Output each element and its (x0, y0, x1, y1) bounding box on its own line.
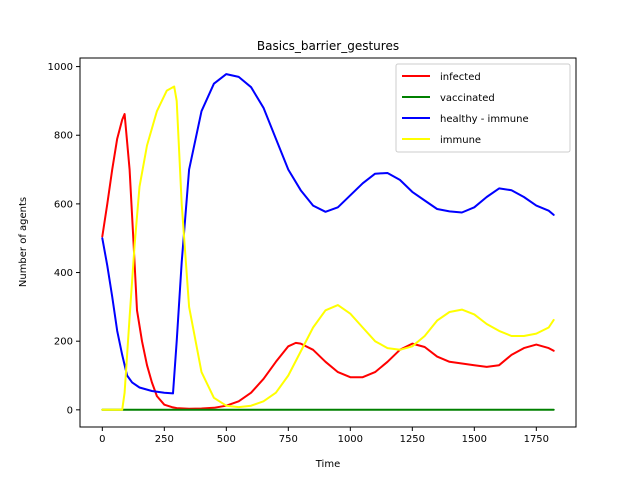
legend-label-1: vaccinated (440, 93, 495, 104)
x-tick-label: 1500 (462, 434, 487, 445)
plot-area-frame (79, 57, 577, 428)
y-axis-title: Number of agents (18, 197, 29, 287)
y-tick-label: 1000 (48, 62, 73, 73)
y-axis-ticks: 0 200 400 600 800 1000 (48, 62, 80, 416)
series-layer (101, 73, 555, 411)
x-tick-label: 1250 (400, 434, 425, 445)
y-tick-label: 400 (54, 268, 73, 279)
x-tick-label: 250 (155, 434, 174, 445)
y-tick-label: 600 (54, 199, 73, 210)
legend-label-2: healthy - immune (440, 114, 529, 125)
x-tick-label: 1750 (524, 434, 549, 445)
y-tick-label: 800 (54, 131, 73, 142)
series-line-2 (101, 73, 555, 395)
y-tick-label: 0 (67, 405, 73, 416)
series-line-0 (101, 113, 555, 410)
legend-label-0: infected (440, 72, 481, 83)
series-line-3 (101, 85, 555, 411)
x-tick-label: 0 (99, 434, 105, 445)
legend-box (395, 63, 571, 153)
x-tick-label: 750 (279, 434, 298, 445)
y-tick-label: 200 (54, 337, 73, 348)
legend-label-3: immune (440, 135, 481, 146)
chart-title: Basics_barrier_gestures (257, 39, 399, 53)
legend: infected vaccinated healthy - immune immune (395, 63, 571, 153)
x-tick-label: 1000 (338, 434, 363, 445)
x-axis-title: Time (315, 459, 340, 470)
x-axis-ticks: 0 250 500 750 1000 1250 1500 1750 (99, 427, 549, 445)
x-tick-label: 500 (217, 434, 236, 445)
